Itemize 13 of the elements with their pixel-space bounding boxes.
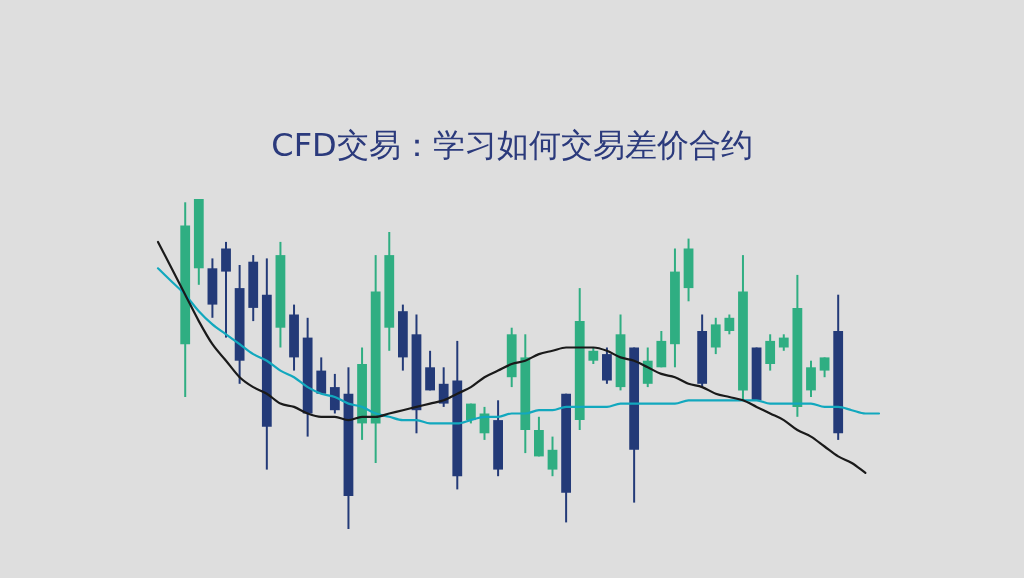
candlestick: [765, 333, 776, 372]
candlestick: [819, 356, 830, 379]
candlestick: [642, 346, 653, 389]
candlestick: [316, 356, 327, 395]
candlestick: [221, 240, 231, 339]
candlestick: [710, 316, 721, 356]
candlestick: [329, 372, 340, 415]
candlestick: [438, 366, 449, 408]
candlestick: [806, 359, 816, 398]
chart-title: CFD交易：学习如何交易差价合约: [270, 125, 754, 166]
candlestick: [425, 349, 435, 392]
candlestick: [724, 313, 735, 336]
candlestick: [547, 435, 558, 478]
